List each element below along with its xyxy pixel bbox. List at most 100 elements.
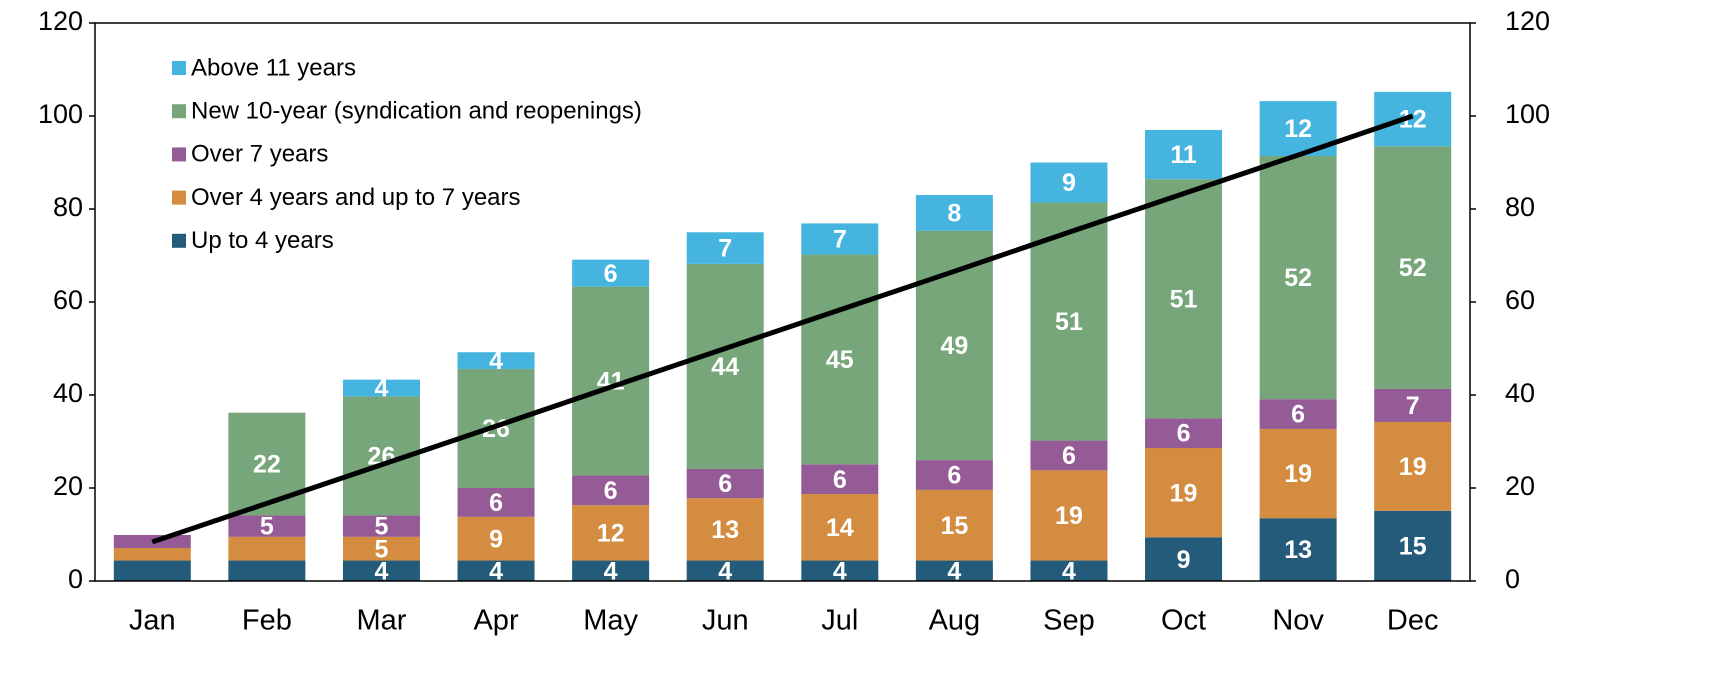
bar-segment: [801, 254, 879, 465]
y2-tick-label: 40: [1505, 378, 1535, 408]
bar-segment: [801, 223, 879, 255]
bar-segment: [801, 494, 879, 561]
bar-segment: [915, 489, 993, 561]
value-label: 9: [1062, 169, 1076, 197]
legend-swatch: [172, 61, 186, 75]
value-label: 45: [826, 346, 854, 374]
value-label: 6: [604, 260, 618, 288]
value-label: 9: [1177, 546, 1191, 574]
bar-segment: [228, 412, 306, 516]
y2-tick-label: 80: [1505, 192, 1535, 222]
legend-label: New 10-year (syndication and reopenings): [191, 98, 642, 125]
value-label: 7: [833, 226, 847, 254]
value-label: 4: [718, 557, 732, 585]
bar-segment: [457, 352, 535, 369]
y-tick-label: 100: [38, 99, 83, 129]
bar-segment: [1030, 440, 1108, 471]
bar-segment: [457, 516, 535, 561]
value-label: 4: [375, 557, 389, 585]
legend-swatch: [172, 104, 186, 119]
x-tick-label: Mar: [356, 605, 406, 637]
bar-segment: [342, 536, 420, 561]
x-tick-label: Oct: [1161, 605, 1206, 637]
x-tick-label: Aug: [929, 605, 981, 637]
bar-segment: [1145, 418, 1223, 449]
value-label: 9: [489, 525, 503, 553]
bar-segment: [457, 488, 535, 517]
bar-segment: [801, 560, 879, 581]
value-label: 12: [597, 519, 625, 547]
value-label: 6: [947, 462, 961, 490]
value-label: 4: [833, 557, 847, 585]
value-label: 15: [1399, 533, 1427, 561]
y2-tick-label: 60: [1505, 285, 1535, 315]
legend-label: Up to 4 years: [191, 227, 334, 254]
value-label: 4: [947, 557, 961, 585]
value-label: 15: [940, 512, 968, 540]
value-label: 6: [1177, 420, 1191, 448]
bar-segment: [1259, 399, 1337, 429]
legend-label: Above 11 years: [191, 54, 356, 81]
plot-frame: [94, 22, 1471, 582]
x-tick-label: Jul: [821, 605, 858, 637]
y-tick-label: 40: [53, 378, 83, 408]
value-label: 51: [1170, 285, 1198, 313]
bar-segment: [1374, 421, 1452, 511]
bar-segment: [915, 560, 993, 581]
value-label: 6: [718, 470, 732, 498]
value-label: 44: [711, 353, 739, 381]
x-tick-label: Sep: [1043, 605, 1095, 637]
bar-segment: [228, 536, 306, 561]
value-label: 13: [1284, 536, 1312, 564]
y2-tick-label: 0: [1505, 564, 1520, 594]
bar-segment: [1145, 179, 1223, 419]
bar-segment: [572, 560, 650, 581]
value-label: 13: [711, 516, 739, 544]
bar-segment: [1145, 448, 1223, 538]
bar-segment: [228, 560, 306, 581]
bar-segment: [1030, 470, 1108, 561]
bar-segment: [1374, 91, 1452, 147]
bar-segment: [1145, 537, 1223, 581]
bar-segment: [915, 195, 993, 231]
bar-segment: [915, 460, 993, 490]
y-tick-label: 120: [38, 6, 83, 36]
bar-segment: [1374, 388, 1452, 422]
legend-label: Over 4 years and up to 7 years: [191, 184, 521, 211]
legend-swatch: [172, 147, 186, 162]
bar-segment: [572, 259, 650, 287]
value-label: 6: [833, 466, 847, 494]
value-label: 11: [1170, 141, 1197, 169]
bar-segment: [113, 560, 191, 581]
bar-segment: [1030, 560, 1108, 581]
legend-swatch: [172, 233, 186, 248]
value-label: 6: [604, 477, 618, 505]
value-label: 52: [1399, 254, 1427, 282]
bar-segment: [1145, 129, 1223, 180]
value-label: 4: [375, 375, 389, 403]
value-label: 12: [1284, 115, 1312, 143]
bar-segment: [572, 505, 650, 561]
bar-segment: [686, 232, 764, 264]
value-label: 7: [1406, 392, 1420, 420]
x-tick-label: Dec: [1387, 605, 1439, 637]
y-tick-label: 80: [53, 192, 83, 222]
legend-swatch: [172, 190, 186, 205]
bar-segment: [1030, 162, 1108, 203]
bar-segment: [113, 547, 191, 561]
y-tick-label: 60: [53, 285, 83, 315]
value-label: 4: [489, 347, 503, 375]
y2-tick-label: 120: [1505, 6, 1550, 36]
y2-tick-label: 100: [1505, 99, 1550, 129]
x-tick-label: Nov: [1272, 605, 1324, 637]
bar-segment: [342, 515, 420, 537]
value-label: 4: [1062, 557, 1076, 585]
value-label: 6: [489, 489, 503, 517]
bar-segment: [801, 464, 879, 495]
value-label: 7: [718, 235, 732, 263]
value-label: 19: [1284, 460, 1312, 488]
value-label: 49: [940, 332, 968, 360]
bar-segment: [1259, 518, 1337, 581]
x-tick-label: May: [583, 605, 638, 637]
value-label: 19: [1170, 479, 1198, 507]
